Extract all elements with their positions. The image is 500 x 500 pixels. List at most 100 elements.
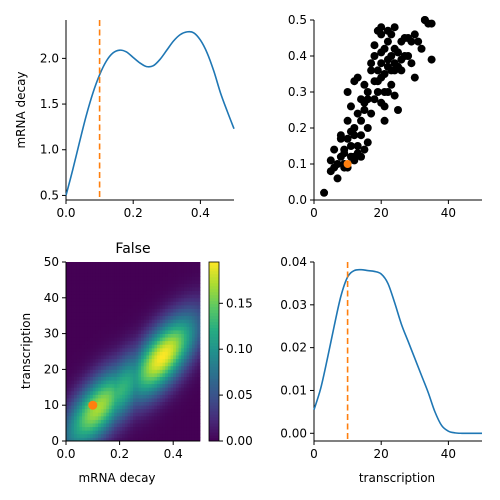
heatmap-cell	[79, 351, 83, 356]
heatmap-cell	[74, 276, 78, 281]
heatmap-cell	[100, 340, 104, 345]
heatmap-cell	[79, 358, 83, 363]
colorbar-segment	[209, 324, 219, 329]
heatmap-cell	[76, 315, 80, 320]
heatmap-cell	[162, 297, 166, 302]
heatmap-cell	[138, 423, 142, 428]
heatmap-cell	[186, 262, 190, 266]
heatmap-cell	[143, 376, 147, 381]
heatmap-cell	[98, 326, 102, 331]
heatmap-cell	[108, 265, 112, 270]
scatter-point	[330, 145, 339, 154]
heatmap-cell	[108, 369, 112, 374]
scatter-point	[360, 145, 369, 154]
heatmap-cell	[149, 344, 153, 349]
heatmap-cell	[114, 290, 118, 295]
heatmap-cell	[141, 344, 145, 349]
heatmap-cell	[92, 304, 96, 309]
scatter-point	[353, 142, 362, 150]
heatmap-cell	[79, 312, 83, 317]
heatmap-cell	[108, 294, 112, 299]
heatmap-cell	[100, 297, 104, 302]
heatmap-cell	[74, 380, 78, 385]
heatmap-cell	[138, 344, 142, 349]
heatmap-cell	[165, 337, 169, 342]
heatmap-cell	[71, 265, 75, 270]
heatmap-cell	[82, 405, 86, 410]
heatmap-cell	[194, 304, 198, 309]
heatmap-cell	[116, 408, 120, 413]
heatmap-cell	[151, 398, 155, 403]
heatmap-cell	[197, 279, 201, 284]
heatmap-cell	[111, 426, 115, 431]
scatter-y-tick-label: 0.5	[288, 13, 307, 27]
heatmap-cell	[157, 419, 161, 424]
heatmap-cell	[173, 326, 177, 331]
heatmap-cell	[84, 315, 88, 320]
heatmap-cell	[82, 355, 86, 360]
heatmap-cell	[130, 262, 134, 266]
heatmap-cell	[186, 337, 190, 342]
heatmap-cell	[74, 347, 78, 352]
heatmap-cell	[103, 330, 107, 334]
heatmap-cell	[178, 405, 182, 410]
heatmap-cell	[175, 262, 179, 266]
heatmap-cell	[90, 301, 94, 306]
heatmap-cell	[197, 304, 201, 309]
heatmap-cell	[173, 362, 177, 367]
heatmap-cell	[146, 376, 150, 381]
heatmap-cell	[159, 294, 163, 299]
heatmap-cell	[106, 355, 110, 360]
heatmap-cell	[71, 390, 75, 395]
heatmap-cell	[159, 387, 163, 392]
top-left-density-panel: 0.0 0.2 0.40.51.01.52.0	[40, 20, 235, 220]
heatmap-cell	[111, 376, 115, 381]
heatmap-cell	[159, 283, 163, 288]
heatmap-cell	[178, 308, 182, 313]
heatmap-cell	[108, 394, 112, 399]
heatmap-cell	[103, 319, 107, 324]
heatmap-cell	[149, 394, 153, 399]
heatmap-cell	[175, 423, 179, 428]
heatmap-cell	[130, 308, 134, 313]
colorbar-segment	[209, 285, 219, 290]
heatmap-cell	[114, 430, 118, 435]
heatmap-cell	[106, 322, 110, 327]
heatmap-cell	[92, 301, 96, 306]
transcription-density-y-tick-label: 0.04	[280, 255, 307, 269]
heatmap-cell	[74, 387, 78, 392]
heatmap-cell	[127, 304, 131, 309]
heatmap-cell	[149, 330, 153, 334]
heatmap-cell	[154, 390, 158, 395]
scatter-point	[360, 106, 369, 114]
heatmap-cell	[122, 372, 126, 377]
heatmap-cell	[165, 398, 169, 403]
heatmap-cell	[197, 419, 201, 424]
heatmap-cell	[151, 269, 155, 274]
heatmap-cell	[186, 330, 190, 334]
heatmap-cell	[106, 290, 110, 295]
heatmap-cell	[119, 290, 123, 295]
heatmap-cell	[173, 283, 177, 288]
heatmap-cell	[95, 330, 99, 334]
heatmap-cell	[146, 290, 150, 295]
heatmap-cell	[173, 322, 177, 327]
heatmap-cell	[98, 347, 102, 352]
heatmap-cell	[66, 365, 70, 370]
heatmap-cell	[165, 405, 169, 410]
heatmap-cell	[68, 315, 72, 320]
heatmap-cell	[103, 301, 107, 306]
heatmap-cell	[124, 376, 129, 381]
heatmap-cell	[84, 398, 88, 403]
heatmap-cell	[82, 344, 86, 349]
heatmap-cell	[66, 376, 70, 381]
heatmap-cell	[95, 279, 99, 284]
heatmap-cell	[82, 330, 86, 334]
heatmap-cell	[106, 387, 110, 392]
heatmap-cell	[127, 372, 131, 377]
scatter-point	[360, 80, 369, 89]
heatmap-cell	[162, 347, 166, 352]
heatmap-cell	[159, 297, 163, 302]
heatmap-cell	[186, 380, 190, 385]
heatmap-cell	[114, 372, 118, 377]
